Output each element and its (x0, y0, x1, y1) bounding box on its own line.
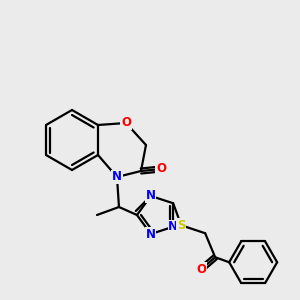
Text: O: O (156, 163, 166, 176)
Text: N: N (168, 220, 178, 233)
Text: N: N (112, 170, 122, 184)
Text: S: S (177, 219, 185, 232)
Text: N: N (146, 227, 156, 241)
Text: O: O (196, 263, 206, 276)
Text: O: O (121, 116, 131, 130)
Text: N: N (146, 190, 156, 202)
